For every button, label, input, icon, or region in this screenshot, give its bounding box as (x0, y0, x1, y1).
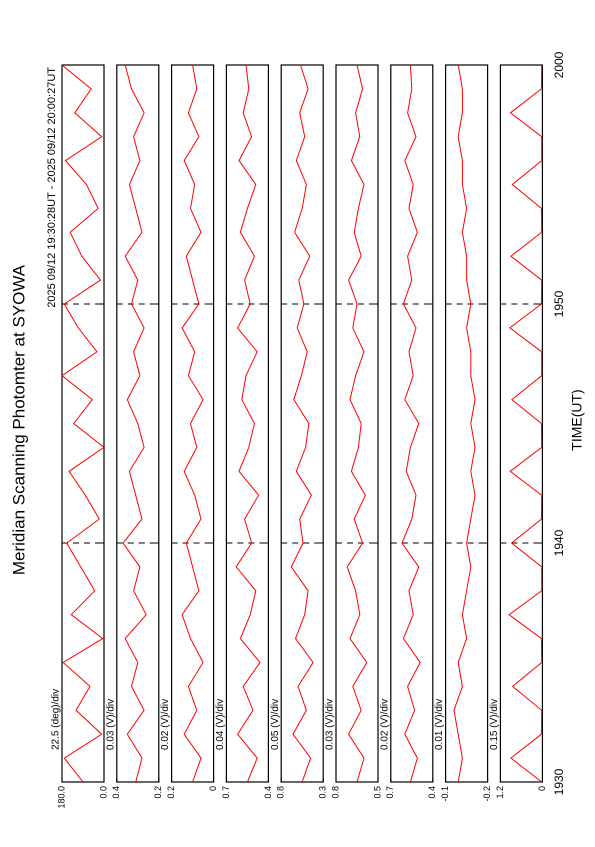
panel-frame (61, 64, 105, 783)
chart-subtitle: 2025 09/12 19:30:28UT - 2025 09/12 20:00… (46, 67, 58, 308)
y-tick-label: 0.4 (111, 786, 121, 799)
y-tick-label: 180.0 (56, 786, 66, 809)
panel-frame (280, 64, 324, 783)
y-tick-label: 0.2 (166, 786, 176, 799)
y-tick-label: 0.4 (263, 786, 273, 799)
y-tick-label: 0.4 (427, 786, 437, 799)
x-tick-label: 1930 (552, 768, 566, 795)
y-tick-label: 1.2 (495, 786, 505, 799)
y-tick-label: 0.5 (372, 786, 382, 799)
y-tick-label: 0.0 (98, 786, 108, 799)
rotated-chart: Meridian Scanning Photomter at SYOWA 202… (9, 51, 584, 808)
y-tick-label: 0.7 (221, 786, 231, 799)
y-tick-label: 0 (208, 786, 218, 791)
chart-title: Meridian Scanning Photomter at SYOWA (9, 264, 28, 575)
panel-scale-label: 0.05 (V)/div (270, 699, 281, 750)
y-tick-label: 0.2 (153, 786, 163, 799)
y-tick-label: 0.8 (330, 786, 340, 799)
data-line (346, 64, 368, 783)
panel-scale-label: 0.02 (V)/div (160, 699, 171, 750)
panel-frame (171, 64, 215, 783)
panel-scale-label: 0.15 (V)/div (489, 699, 500, 750)
panel-frame (499, 64, 543, 783)
panel-scale-label: 22.5 (deg)/div (51, 689, 62, 750)
y-tick-label: 0 (537, 786, 547, 791)
y-tick-label: 0.7 (385, 786, 395, 799)
panel-scale-label: 0.02 (V)/div (379, 699, 390, 750)
panel-scale-label: 0.01 (V)/div (434, 699, 445, 750)
y-tick-label: 0.3 (318, 786, 328, 799)
data-line (181, 64, 204, 783)
data-line (122, 64, 147, 783)
x-axis-label: TIME(UT) (569, 389, 585, 450)
x-tick-label: 1940 (552, 529, 566, 556)
panel-scale-label: 0.03 (V)/div (325, 699, 336, 750)
panel-frame (116, 64, 160, 783)
y-tick-label: -0.2 (482, 786, 492, 802)
panel-frame (390, 64, 434, 783)
data-line (61, 64, 105, 783)
data-line (235, 64, 261, 783)
y-tick-label: 0.8 (276, 786, 286, 799)
data-line (453, 64, 476, 783)
data-line (401, 64, 421, 783)
panel-scale-label: 0.03 (V)/div (105, 699, 116, 750)
x-tick-label: 2000 (552, 51, 566, 78)
panel-scale-label: 0.04 (V)/div (215, 699, 226, 750)
x-tick-label: 1950 (552, 290, 566, 317)
panel-frame (335, 64, 379, 783)
data-line (290, 64, 314, 783)
y-tick-label: -0.1 (440, 786, 450, 802)
panel-frame (445, 64, 489, 783)
data-line (508, 64, 543, 783)
